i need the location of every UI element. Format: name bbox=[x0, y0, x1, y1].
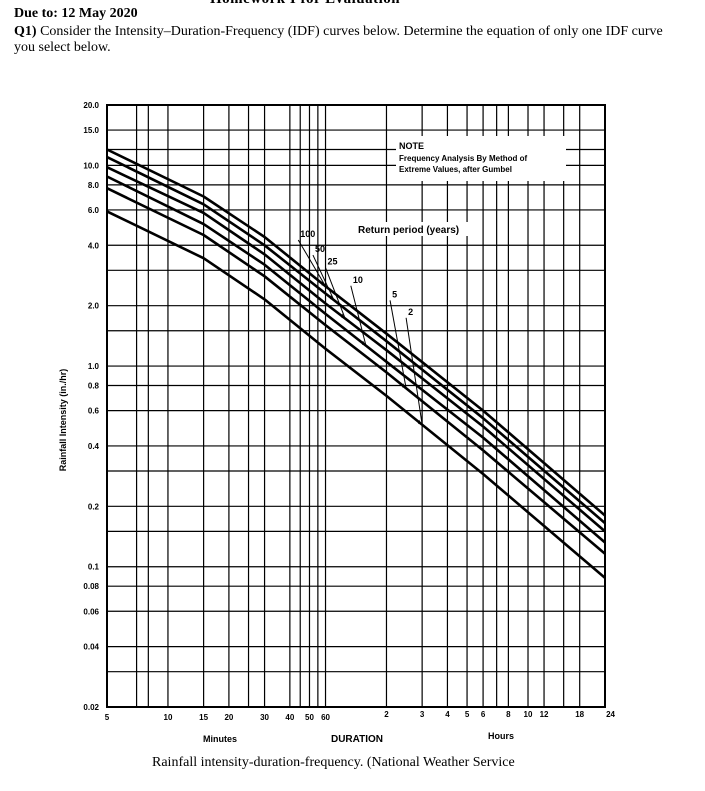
x-tick-label-minutes: 40 bbox=[285, 713, 294, 722]
x-tick-label-hours: 4 bbox=[445, 710, 450, 719]
note-background bbox=[396, 136, 566, 181]
leader-arrow-10 bbox=[361, 340, 366, 346]
idf-curves bbox=[106, 148, 606, 579]
x-unit-minutes: Minutes bbox=[203, 734, 237, 744]
leader-line-50 bbox=[312, 254, 335, 301]
y-tick-label: 15.0 bbox=[83, 126, 99, 135]
due-date: Due to: 12 May 2020 bbox=[14, 6, 138, 21]
note-title: NOTE bbox=[399, 141, 424, 151]
y-tick-label: 20.0 bbox=[83, 101, 99, 110]
note-line-1: Frequency Analysis By Method of bbox=[399, 154, 528, 163]
x-tick-label-hours: 3 bbox=[420, 710, 425, 719]
leader-line-5 bbox=[389, 300, 407, 389]
x-tick-label-minutes: 50 bbox=[305, 713, 314, 722]
axis-labels: Rainfall Intensity (in./hr) Minutes DURATI… bbox=[58, 369, 514, 745]
y-tick-label: 4.0 bbox=[88, 241, 100, 250]
x-tick-label-hours: 2 bbox=[384, 710, 389, 719]
clipped-page-title: Homework I for Evaluation bbox=[210, 0, 400, 8]
leader-line-10 bbox=[350, 285, 367, 346]
idf-curve-25-year bbox=[106, 166, 606, 533]
leader-arrow-50 bbox=[329, 295, 334, 301]
x-tick-label-minutes: 20 bbox=[224, 713, 233, 722]
legend-title: Return period (years) bbox=[358, 225, 459, 236]
leader-arrow-5 bbox=[402, 383, 407, 389]
note-box: NOTE Frequency Analysis By Method of Extre… bbox=[356, 136, 566, 236]
leader-line-2 bbox=[405, 317, 423, 425]
x-tick-label-hours: 24 bbox=[606, 710, 615, 719]
y-tick-label: 10.0 bbox=[83, 161, 99, 170]
leader-arrow-2 bbox=[418, 419, 423, 425]
idf-curve-10-year bbox=[106, 175, 606, 544]
y-tick-labels: 20.0 15.0 10.0 8.0 6.0 4.0 2.0 1.0 0.8 0.6 0.4 0.2 0… bbox=[83, 101, 99, 712]
x-tick-label-hours: 18 bbox=[575, 710, 584, 719]
y-tick-label: 0.6 bbox=[88, 407, 100, 416]
y-tick-label: 0.2 bbox=[88, 502, 100, 511]
legend-title-background bbox=[356, 222, 478, 236]
idf-curve-100-year bbox=[106, 148, 606, 517]
x-tick-label-minutes: 10 bbox=[164, 713, 173, 722]
question-body: Consider the Intensity–Duration-Frequenc… bbox=[14, 24, 663, 55]
question-number: Q1) bbox=[14, 24, 37, 39]
question-text: Q1) Consider the Intensity–Duration-Freq… bbox=[14, 24, 684, 56]
return-period-label-5: 5 bbox=[392, 289, 397, 299]
leader-arrow-100 bbox=[321, 281, 326, 287]
idf-curve-2-year bbox=[106, 210, 606, 579]
return-period-label-100: 100 bbox=[300, 229, 315, 239]
y-axis-label: Rainfall Intensity (in./hr) bbox=[58, 369, 68, 472]
x-tick-labels: 5 10 15 20 30 40 50 60 2 3 4 5 6 8 10 12 18 24 bbox=[105, 710, 616, 722]
x-tick-label-minutes: 30 bbox=[260, 713, 269, 722]
idf-curve-5-year bbox=[106, 187, 606, 555]
figure-caption: Rainfall intensity-duration-frequency. (… bbox=[152, 755, 515, 770]
y-tick-label: 0.8 bbox=[88, 382, 100, 391]
y-tick-label: 0.04 bbox=[83, 643, 99, 652]
y-tick-label: 0.08 bbox=[83, 582, 99, 591]
y-tick-label: 1.0 bbox=[88, 362, 100, 371]
leader-line-100 bbox=[297, 239, 326, 287]
x-axis-label: DURATION bbox=[331, 734, 383, 745]
x-tick-label-hours: 5 bbox=[465, 710, 470, 719]
y-tick-label: 0.02 bbox=[83, 703, 99, 712]
return-period-label-50: 50 bbox=[315, 244, 325, 254]
leader-arrow-25 bbox=[341, 313, 346, 319]
x-tick-label-minutes: 15 bbox=[199, 713, 208, 722]
return-period-label-25: 25 bbox=[328, 257, 338, 267]
x-tick-label-hours: 6 bbox=[481, 710, 486, 719]
plot-frame bbox=[106, 104, 606, 708]
chart-grid bbox=[107, 105, 605, 707]
y-tick-label: 0.1 bbox=[88, 563, 100, 572]
x-tick-label-hours: 12 bbox=[540, 710, 549, 719]
y-tick-label: 8.0 bbox=[88, 181, 100, 190]
return-period-label-2: 2 bbox=[408, 307, 413, 317]
return-period-label-10: 10 bbox=[353, 275, 363, 285]
leader-line-25 bbox=[325, 267, 346, 319]
x-unit-hours: Hours bbox=[488, 731, 514, 741]
x-tick-label-hours: 10 bbox=[524, 710, 533, 719]
y-tick-label: 6.0 bbox=[88, 206, 100, 215]
y-tick-label: 0.4 bbox=[88, 442, 100, 451]
idf-curve-50-year bbox=[106, 155, 606, 525]
note-line-2: Extreme Values, after Gumbel bbox=[399, 165, 512, 174]
y-tick-label: 0.06 bbox=[83, 607, 99, 616]
x-tick-label-minutes: 5 bbox=[105, 713, 110, 722]
chart-frame bbox=[106, 104, 606, 708]
y-tick-label: 2.0 bbox=[88, 302, 100, 311]
x-tick-label-minutes: 60 bbox=[321, 713, 330, 722]
x-tick-label-hours: 8 bbox=[506, 710, 511, 719]
